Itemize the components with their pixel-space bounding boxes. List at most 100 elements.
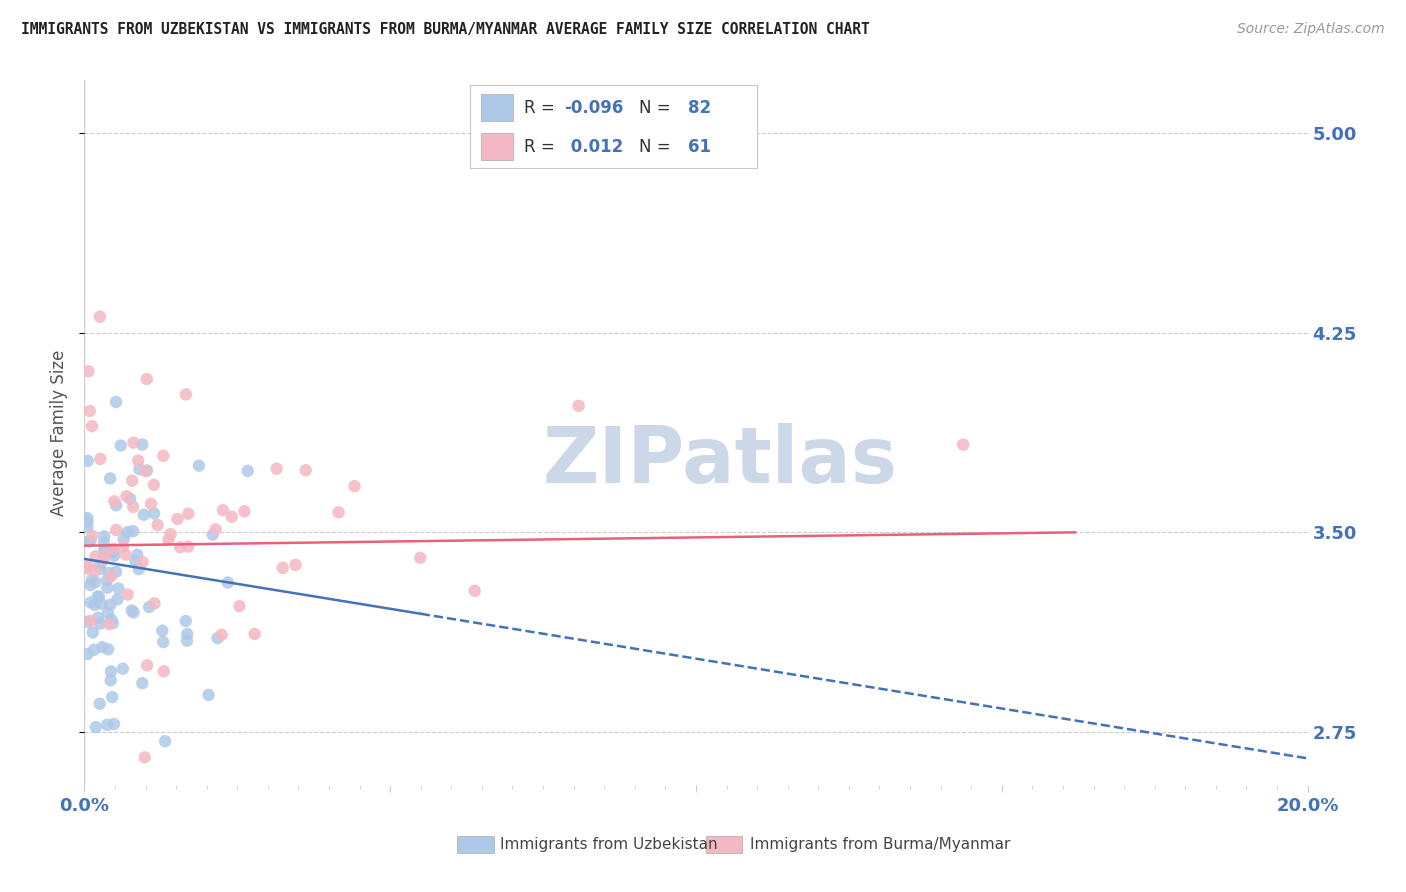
Point bbox=[89, 451, 111, 466]
Point bbox=[76, 454, 98, 468]
Point bbox=[177, 540, 200, 554]
Point bbox=[84, 574, 107, 589]
Point bbox=[122, 500, 145, 514]
Point bbox=[143, 507, 166, 521]
Point bbox=[153, 665, 176, 679]
Point bbox=[96, 573, 118, 587]
Point bbox=[131, 676, 153, 690]
Point bbox=[107, 592, 129, 607]
Point bbox=[91, 640, 114, 654]
Point bbox=[243, 627, 266, 641]
Point bbox=[76, 511, 98, 525]
Point bbox=[103, 549, 125, 563]
Point bbox=[115, 489, 138, 503]
Text: ZIPatlas: ZIPatlas bbox=[543, 423, 898, 499]
Point bbox=[221, 509, 243, 524]
Point bbox=[76, 561, 98, 575]
Text: Immigrants from Uzbekistan: Immigrants from Uzbekistan bbox=[501, 838, 718, 853]
Point bbox=[120, 491, 142, 506]
Text: Source: ZipAtlas.com: Source: ZipAtlas.com bbox=[1237, 22, 1385, 37]
Point bbox=[76, 520, 98, 534]
Point bbox=[136, 463, 159, 477]
Point bbox=[169, 540, 191, 554]
FancyBboxPatch shape bbox=[457, 836, 494, 854]
Point bbox=[87, 590, 110, 604]
Point bbox=[82, 573, 104, 587]
Point bbox=[105, 499, 128, 513]
Point bbox=[103, 717, 125, 731]
Point bbox=[188, 458, 211, 473]
Y-axis label: Average Family Size: Average Family Size bbox=[51, 350, 69, 516]
Point bbox=[271, 561, 294, 575]
Point bbox=[207, 631, 229, 645]
Point bbox=[177, 507, 200, 521]
FancyBboxPatch shape bbox=[706, 836, 742, 854]
Point bbox=[211, 628, 233, 642]
Point bbox=[111, 662, 134, 676]
Point bbox=[127, 548, 149, 562]
Point bbox=[98, 598, 121, 612]
Point bbox=[134, 464, 156, 478]
Point bbox=[89, 697, 111, 711]
Point bbox=[124, 554, 146, 568]
Point bbox=[94, 541, 117, 556]
Point bbox=[122, 524, 145, 538]
Point bbox=[166, 512, 188, 526]
Point bbox=[83, 642, 105, 657]
Point bbox=[76, 515, 98, 529]
Point bbox=[127, 453, 149, 467]
Point bbox=[110, 438, 132, 452]
Point bbox=[84, 564, 107, 578]
Point bbox=[143, 596, 166, 610]
Point bbox=[176, 627, 198, 641]
Point bbox=[79, 534, 101, 549]
Point bbox=[89, 310, 111, 324]
Point bbox=[294, 463, 316, 477]
Point bbox=[136, 658, 159, 673]
Point bbox=[568, 399, 591, 413]
Point bbox=[122, 435, 145, 450]
Point bbox=[174, 614, 197, 628]
Point bbox=[233, 504, 256, 518]
Point bbox=[201, 527, 224, 541]
Point bbox=[103, 494, 125, 508]
Point bbox=[150, 624, 173, 638]
Point bbox=[91, 550, 114, 565]
Point bbox=[121, 474, 143, 488]
Point bbox=[153, 734, 176, 748]
Point bbox=[87, 610, 110, 624]
Point bbox=[101, 690, 124, 705]
Point bbox=[100, 569, 122, 583]
Point bbox=[98, 617, 121, 632]
Point bbox=[97, 606, 120, 620]
Point bbox=[97, 642, 120, 657]
Point bbox=[176, 633, 198, 648]
Point bbox=[76, 615, 98, 629]
Point bbox=[134, 750, 156, 764]
Point bbox=[197, 688, 219, 702]
Point bbox=[952, 438, 974, 452]
Point bbox=[146, 517, 169, 532]
Point bbox=[98, 566, 121, 581]
Point bbox=[105, 395, 128, 409]
Point bbox=[174, 387, 197, 401]
Point bbox=[80, 614, 103, 628]
Point bbox=[128, 562, 150, 576]
Point bbox=[103, 545, 125, 559]
Point bbox=[98, 471, 121, 485]
Point bbox=[131, 555, 153, 569]
Point bbox=[236, 464, 259, 478]
Point bbox=[105, 523, 128, 537]
Point bbox=[135, 372, 157, 386]
Point bbox=[77, 534, 100, 549]
Point bbox=[217, 575, 239, 590]
Point bbox=[83, 598, 105, 612]
Point bbox=[105, 565, 128, 579]
Point bbox=[93, 535, 115, 549]
Point bbox=[228, 599, 250, 614]
Point bbox=[96, 718, 118, 732]
Point bbox=[93, 529, 115, 543]
Point bbox=[93, 552, 115, 566]
Point bbox=[464, 583, 486, 598]
Point bbox=[76, 647, 98, 661]
